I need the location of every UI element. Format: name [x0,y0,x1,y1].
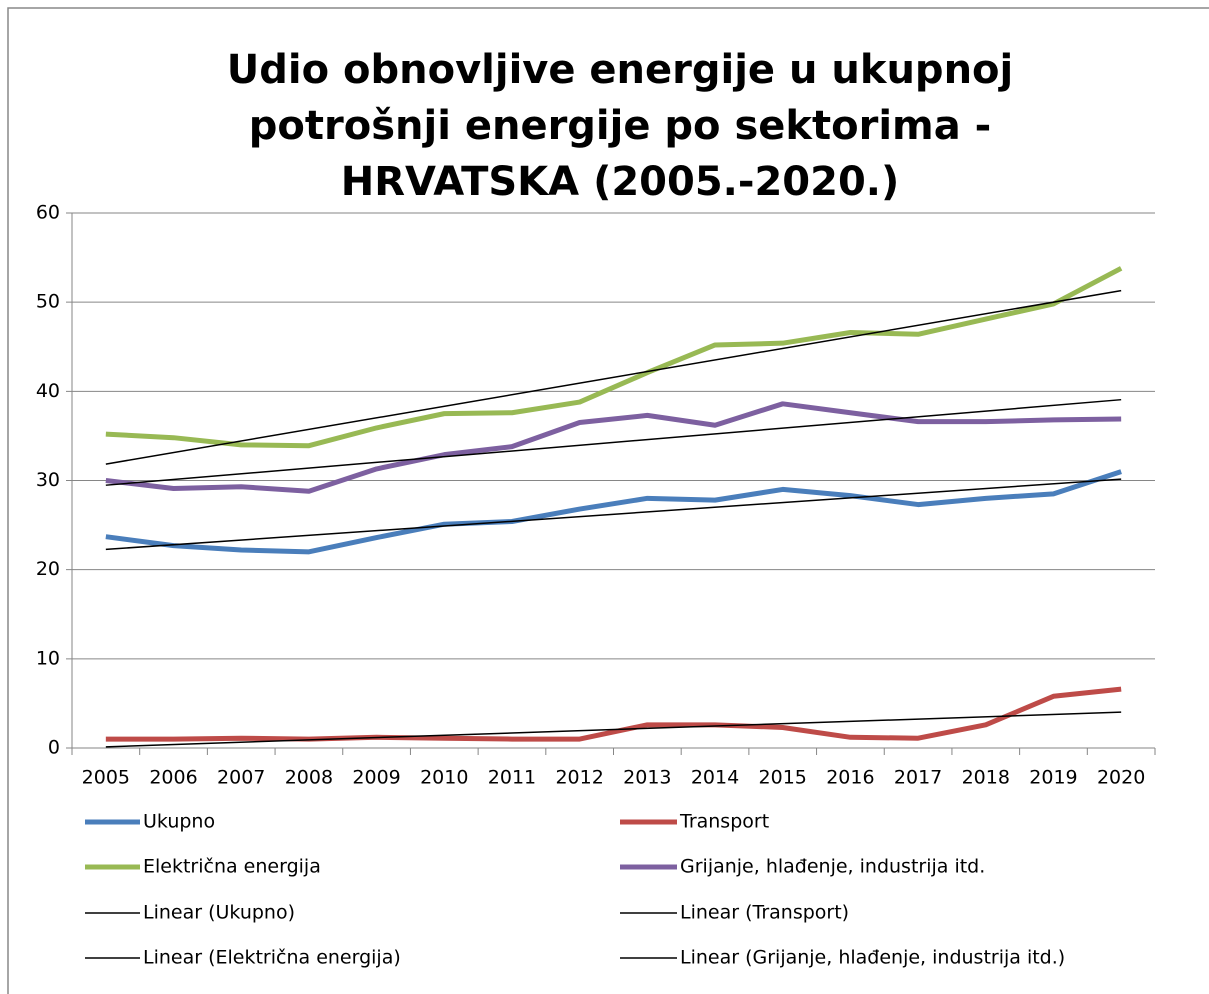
legend-label: Električna energija [143,856,321,878]
trendline [105,398,1122,486]
legend-label: Linear (Transport) [680,902,849,924]
x-tick-label: 2018 [962,767,1010,789]
series-line [105,469,1122,555]
x-tick-label: 2006 [149,767,197,789]
series-line [105,686,1122,742]
x-tick-label: 2015 [759,767,807,789]
trendline [105,711,1122,748]
x-tick-label: 2013 [623,767,671,789]
x-tick-label: 2005 [82,767,130,789]
series-line [105,266,1123,449]
x-tick-label: 2012 [555,767,603,789]
y-tick-label: 10 [36,647,60,669]
x-tick-label: 2016 [826,767,874,789]
frame [7,7,1209,994]
y-tick-label: 20 [36,558,60,580]
y-tick-label: 30 [36,469,60,491]
x-tick-label: 2020 [1097,767,1145,789]
series-line [105,401,1122,494]
legend-label: Linear (Električna energija) [143,947,401,969]
y-tick-label: 0 [48,737,60,759]
chart-title: Udio obnovljive energije u ukupnoj potro… [226,47,1014,205]
legend-label: Linear (Ukupno) [143,902,295,924]
y-tick-label: 40 [36,380,60,402]
legend-label: Ukupno [143,811,215,833]
x-tick-label: 2011 [488,767,536,789]
trendline [105,478,1122,551]
x-tick-label: 2007 [217,767,265,789]
x-tick-label: 2014 [691,767,739,789]
trendline [105,289,1122,465]
x-tick-label: 2017 [894,767,942,789]
x-tick-label: 2009 [352,767,400,789]
x-tick-label: 2019 [1029,767,1077,789]
x-tick-label: 2010 [420,767,468,789]
y-tick-label: 60 [36,202,60,224]
legend-label: Linear (Grijanje, hlađenje, industrija i… [680,947,1065,969]
y-tick-label: 50 [36,291,60,313]
legend-label: Transport [679,811,769,833]
x-tick-label: 2008 [285,767,333,789]
legend-label: Grijanje, hlađenje, industrija itd. [680,856,985,878]
